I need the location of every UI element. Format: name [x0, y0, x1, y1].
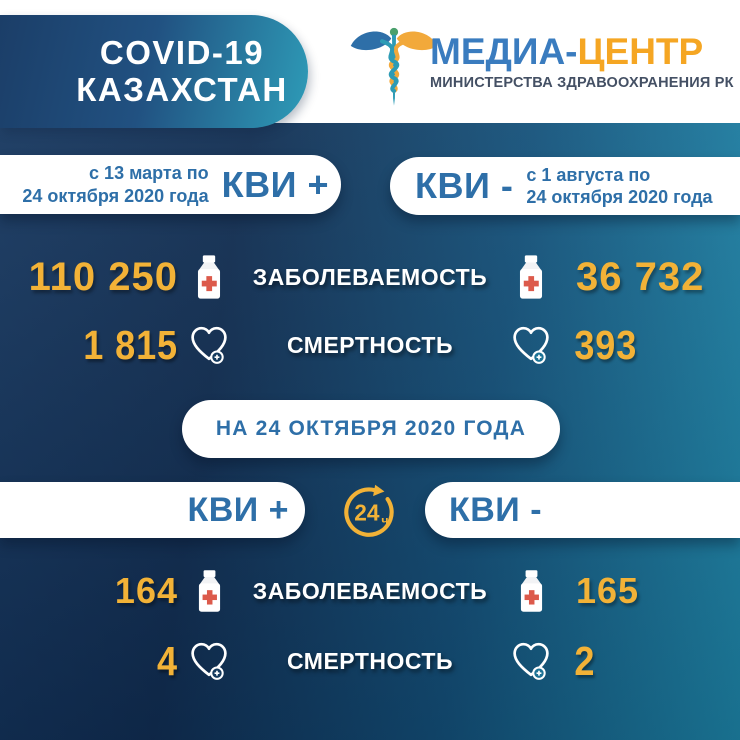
report-date-label: НА 24 ОКТЯБРЯ 2020 ГОДА: [215, 417, 527, 440]
clock-unit: ч: [381, 513, 388, 527]
incidence-negative-value: 36 732: [576, 254, 705, 299]
daily-mortality-negative-value: 2: [574, 637, 596, 684]
stat-row-cumulative-mortality: 1 815 СМЕРТНОСТЬ 393: [0, 313, 740, 377]
infographic-body: с 13 марта по 24 октября 2020 года КВИ +…: [0, 123, 740, 740]
heart-plus-icon: [500, 640, 562, 682]
logo-title: МЕДИА-ЦЕНТР: [430, 33, 734, 70]
logo-title-orange: ЦЕНТР: [577, 31, 704, 72]
caduceus-icon: [348, 22, 440, 112]
daily-incidence-positive-value: 164: [114, 570, 178, 611]
cumulative-kvi-positive-pill: с 13 марта по 24 октября 2020 года КВИ +: [0, 155, 341, 214]
medicine-bottle-icon: [178, 254, 240, 300]
incidence-label: ЗАБОЛЕВАЕМОСТЬ: [252, 577, 488, 604]
medicine-bottle-icon: [500, 569, 562, 613]
kvi-positive-period: с 13 марта по 24 октября 2020 года: [22, 162, 208, 207]
heart-plus-icon: [500, 324, 562, 366]
badge-line1: COVID-19: [99, 33, 265, 71]
daily-kvi-positive-pill: КВИ +: [0, 482, 305, 538]
badge-line2: КАЗАХСТАН: [76, 70, 288, 108]
covid19-kazakhstan-badge: COVID-19 КАЗАХСТАН: [0, 15, 308, 128]
clock-number: 24: [354, 499, 380, 525]
mortality-negative-value: 393: [574, 321, 638, 368]
mortality-positive-value: 1 815: [83, 321, 178, 368]
mortality-label: СМЕРТНОСТЬ: [286, 331, 453, 358]
stat-row-daily-incidence: 164 ЗАБОЛЕВАЕМОСТЬ: [0, 559, 740, 623]
stat-row-daily-mortality: 4 СМЕРТНОСТЬ 2: [0, 629, 740, 693]
kvi-negative-period: с 1 августа по 24 октября 2020 года: [526, 164, 712, 209]
heart-plus-icon: [178, 640, 240, 682]
24h-clock-icon: 24 ч: [337, 479, 403, 541]
medicine-bottle-icon: [178, 569, 240, 613]
stat-row-cumulative-incidence: 110 250 ЗАБОЛЕВАЕМОСТЬ: [0, 245, 740, 309]
daily-incidence-negative-value: 165: [576, 570, 640, 611]
kvi-negative-period-line2: 24 октября 2020 года: [526, 187, 713, 207]
daily-mortality-positive-value: 4: [157, 637, 178, 684]
kvi-negative-period-line1: с 1 августа по: [526, 164, 651, 185]
medicine-bottle-icon: [500, 254, 562, 300]
kvi-positive-period-line2: 24 октября 2020 года: [22, 185, 209, 206]
daily-kvi-minus-label: КВИ -: [449, 490, 543, 529]
daily-kvi-negative-pill: КВИ -: [425, 482, 740, 538]
cumulative-kvi-negative-pill: КВИ - с 1 августа по 24 октября 2020 год…: [390, 157, 740, 215]
logo-title-blue: МЕДИА-: [430, 31, 578, 72]
report-date-pill: НА 24 ОКТЯБРЯ 2020 ГОДА: [182, 400, 560, 458]
logo-subtitle: МИНИСТЕРСТВА ЗДРАВООХРАНЕНИЯ РК: [430, 75, 734, 91]
daily-kvi-plus-label: КВИ +: [187, 490, 289, 529]
incidence-positive-value: 110 250: [28, 254, 178, 299]
kvi-plus-label: КВИ +: [221, 163, 329, 205]
kvi-positive-period-line1: с 13 марта по: [89, 163, 209, 183]
heart-plus-icon: [178, 324, 240, 366]
media-center-logo: МЕДИА-ЦЕНТР МИНИСТЕРСТВА ЗДРАВООХРАНЕНИЯ…: [430, 33, 734, 91]
incidence-label: ЗАБОЛЕВАЕМОСТЬ: [252, 263, 488, 290]
mortality-label: СМЕРТНОСТЬ: [286, 647, 453, 674]
kvi-minus-label: КВИ -: [415, 165, 514, 206]
